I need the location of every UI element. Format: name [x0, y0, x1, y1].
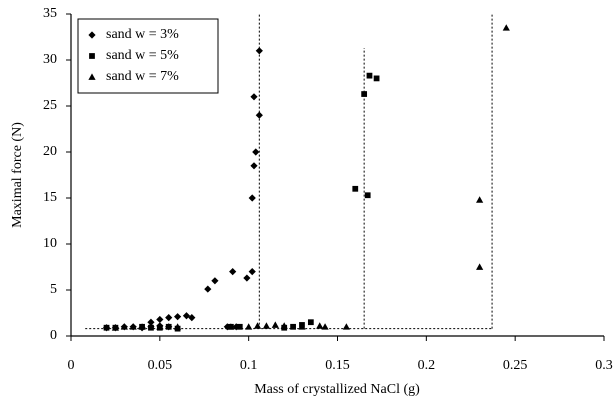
data-point [321, 323, 329, 330]
y-tick-label: 15 [43, 190, 57, 205]
data-point [298, 323, 306, 330]
data-point [243, 274, 251, 282]
data-point [253, 322, 262, 329]
data-point [255, 47, 263, 55]
y-tick-label: 10 [43, 236, 57, 251]
data-point [364, 192, 371, 199]
data-point [188, 314, 196, 322]
data-point [174, 323, 182, 330]
data-point [255, 111, 263, 119]
data-point [103, 324, 110, 331]
x-tick-label: 0.3 [595, 358, 613, 373]
data-point [111, 324, 120, 331]
x-tick-label: 0.1 [240, 358, 258, 373]
data-point [280, 322, 288, 329]
data-point [165, 323, 172, 330]
data-point [174, 313, 182, 321]
data-point [147, 318, 155, 326]
data-point [248, 194, 256, 202]
data-point [290, 323, 296, 330]
x-tick-label: 0.15 [325, 358, 350, 373]
data-point [476, 196, 484, 203]
y-tick-label: 30 [43, 52, 57, 67]
data-point [361, 91, 368, 97]
data-point [271, 321, 279, 328]
data-point [236, 323, 243, 330]
data-point [138, 323, 146, 330]
y-axis-label: Maximal force (N) [10, 122, 25, 228]
data-point [476, 263, 484, 270]
x-tick-label: 0.2 [418, 358, 436, 373]
data-point [373, 75, 380, 82]
legend-marker [88, 31, 96, 39]
data-point [211, 277, 219, 285]
data-point [262, 322, 271, 329]
data-point [250, 93, 258, 101]
legend-marker [89, 53, 95, 59]
data-point [342, 323, 350, 330]
legend-label: sand w = 5% [106, 48, 179, 63]
data-point [204, 285, 212, 293]
data-point [129, 323, 137, 330]
y-tick-label: 20 [43, 144, 57, 159]
data-point [252, 148, 260, 156]
data-point [366, 72, 373, 79]
legend-label: sand w = 3% [106, 27, 179, 42]
legend-label: sand w = 7% [106, 69, 179, 84]
data-point [316, 322, 324, 329]
x-axis-label: Mass of crystallized NaCl (g) [254, 382, 420, 397]
legend-box [77, 18, 219, 94]
data-point [227, 323, 235, 330]
y-tick-label: 5 [50, 282, 57, 297]
data-point [156, 323, 164, 330]
data-point [352, 185, 359, 192]
data-point [120, 323, 128, 330]
y-tick-label: 35 [43, 6, 57, 21]
y-tick-label: 0 [50, 328, 57, 343]
x-tick-label: 0.05 [148, 358, 173, 373]
data-point [229, 268, 237, 276]
data-point [148, 324, 154, 331]
data-point [502, 24, 510, 31]
legend-marker [88, 73, 96, 80]
y-tick-label: 25 [43, 98, 57, 113]
data-point [248, 268, 256, 276]
x-tick-label: 0.25 [503, 358, 528, 373]
data-point [245, 323, 253, 330]
data-point [156, 315, 164, 324]
x-tick-label: 0 [68, 358, 75, 373]
data-point [307, 319, 314, 326]
data-point [165, 314, 173, 322]
data-point [250, 162, 258, 170]
